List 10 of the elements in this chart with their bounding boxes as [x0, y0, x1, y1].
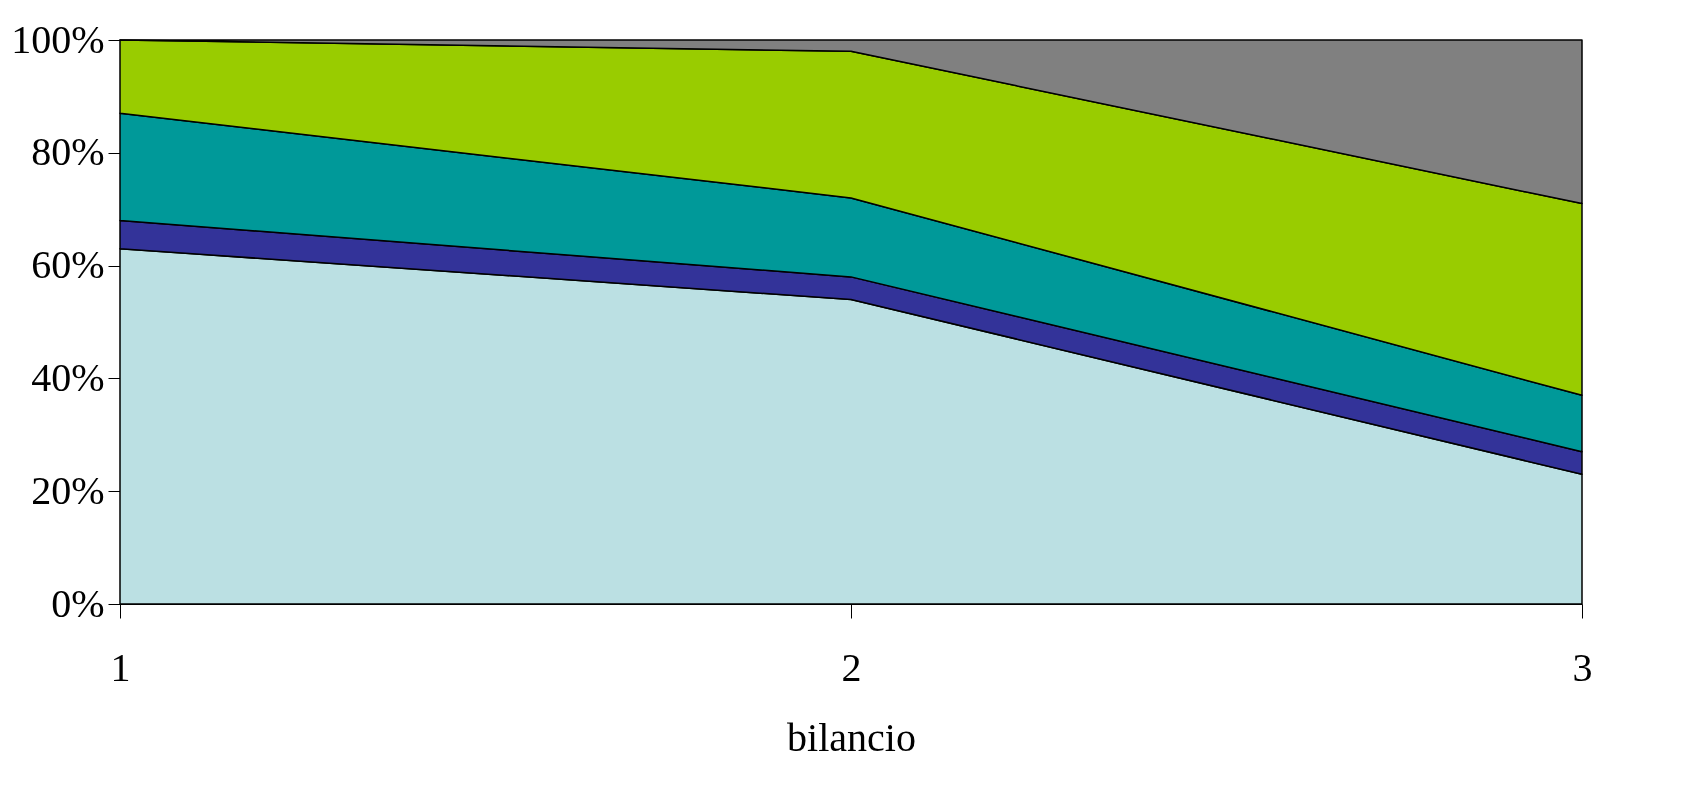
x-tick-label: 1: [110, 644, 131, 690]
y-tick-label: 40%: [31, 354, 105, 400]
x-axis-title: bilancio: [787, 714, 916, 760]
y-tick-label: 60%: [31, 242, 105, 288]
y-tick-label: 100%: [11, 16, 105, 62]
x-tick-label: 2: [841, 644, 862, 690]
y-tick-label: 20%: [31, 467, 105, 513]
y-tick-label: 80%: [31, 129, 105, 175]
x-tick-label: 3: [1572, 644, 1593, 690]
y-tick-label: 0%: [51, 580, 105, 626]
